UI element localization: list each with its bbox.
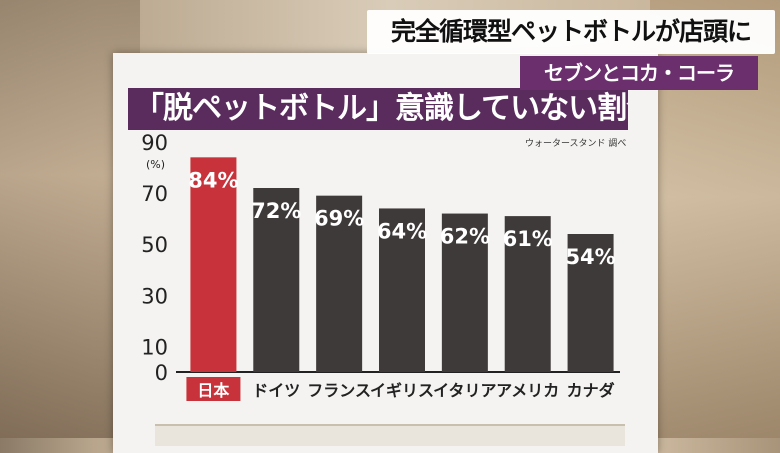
board-title: 「脱ペットボトル」意識していない割合 [128, 88, 628, 130]
bar-value-label: 62% [440, 225, 490, 249]
y-tick-label: 50 [141, 233, 168, 257]
bar-chart: 010 30 50 70 90 (%) 84% 日本 72% ドイツ 69% フランス 64% イギリス 6… [141, 131, 620, 401]
bar [253, 188, 300, 372]
bar-value-label: 64% [377, 219, 427, 243]
bar [567, 234, 614, 372]
category-label: イタリア [433, 381, 496, 400]
category-label: カナダ [567, 381, 615, 400]
category-label: フランス [307, 381, 371, 400]
category-label: イギリス [370, 381, 434, 400]
headline-caption: 完全循環型ペットボトルが店頭に [367, 10, 775, 54]
bar-value-label: 54% [565, 245, 615, 269]
bar [441, 213, 488, 372]
bar [379, 208, 425, 372]
bar-value-label: 61% [503, 227, 553, 251]
bar-value-label: 69% [314, 207, 364, 231]
highlight-category-bg [186, 377, 241, 401]
subhead-caption: セブンとコカ・コーラ [520, 56, 758, 90]
y-tick-label: 0 [155, 361, 168, 385]
bar [190, 157, 237, 372]
y-unit-label: (%) [146, 158, 165, 171]
y-tick-label: 30 [141, 284, 168, 308]
y-tick-label: 90 [141, 131, 168, 155]
bar-value-label: 84% [188, 168, 238, 192]
y-tick-label: 10 [141, 335, 168, 359]
category-label: アメリカ [496, 381, 559, 400]
bar [504, 216, 551, 372]
category-label: ドイツ [252, 381, 300, 400]
bar [316, 195, 363, 372]
source-note: ウォータースタンド 調べ [525, 139, 627, 149]
bar-value-label: 72% [251, 199, 301, 223]
y-tick-label: 70 [141, 182, 168, 206]
bottom-card [155, 424, 625, 446]
category-label: 日本 [197, 381, 229, 400]
